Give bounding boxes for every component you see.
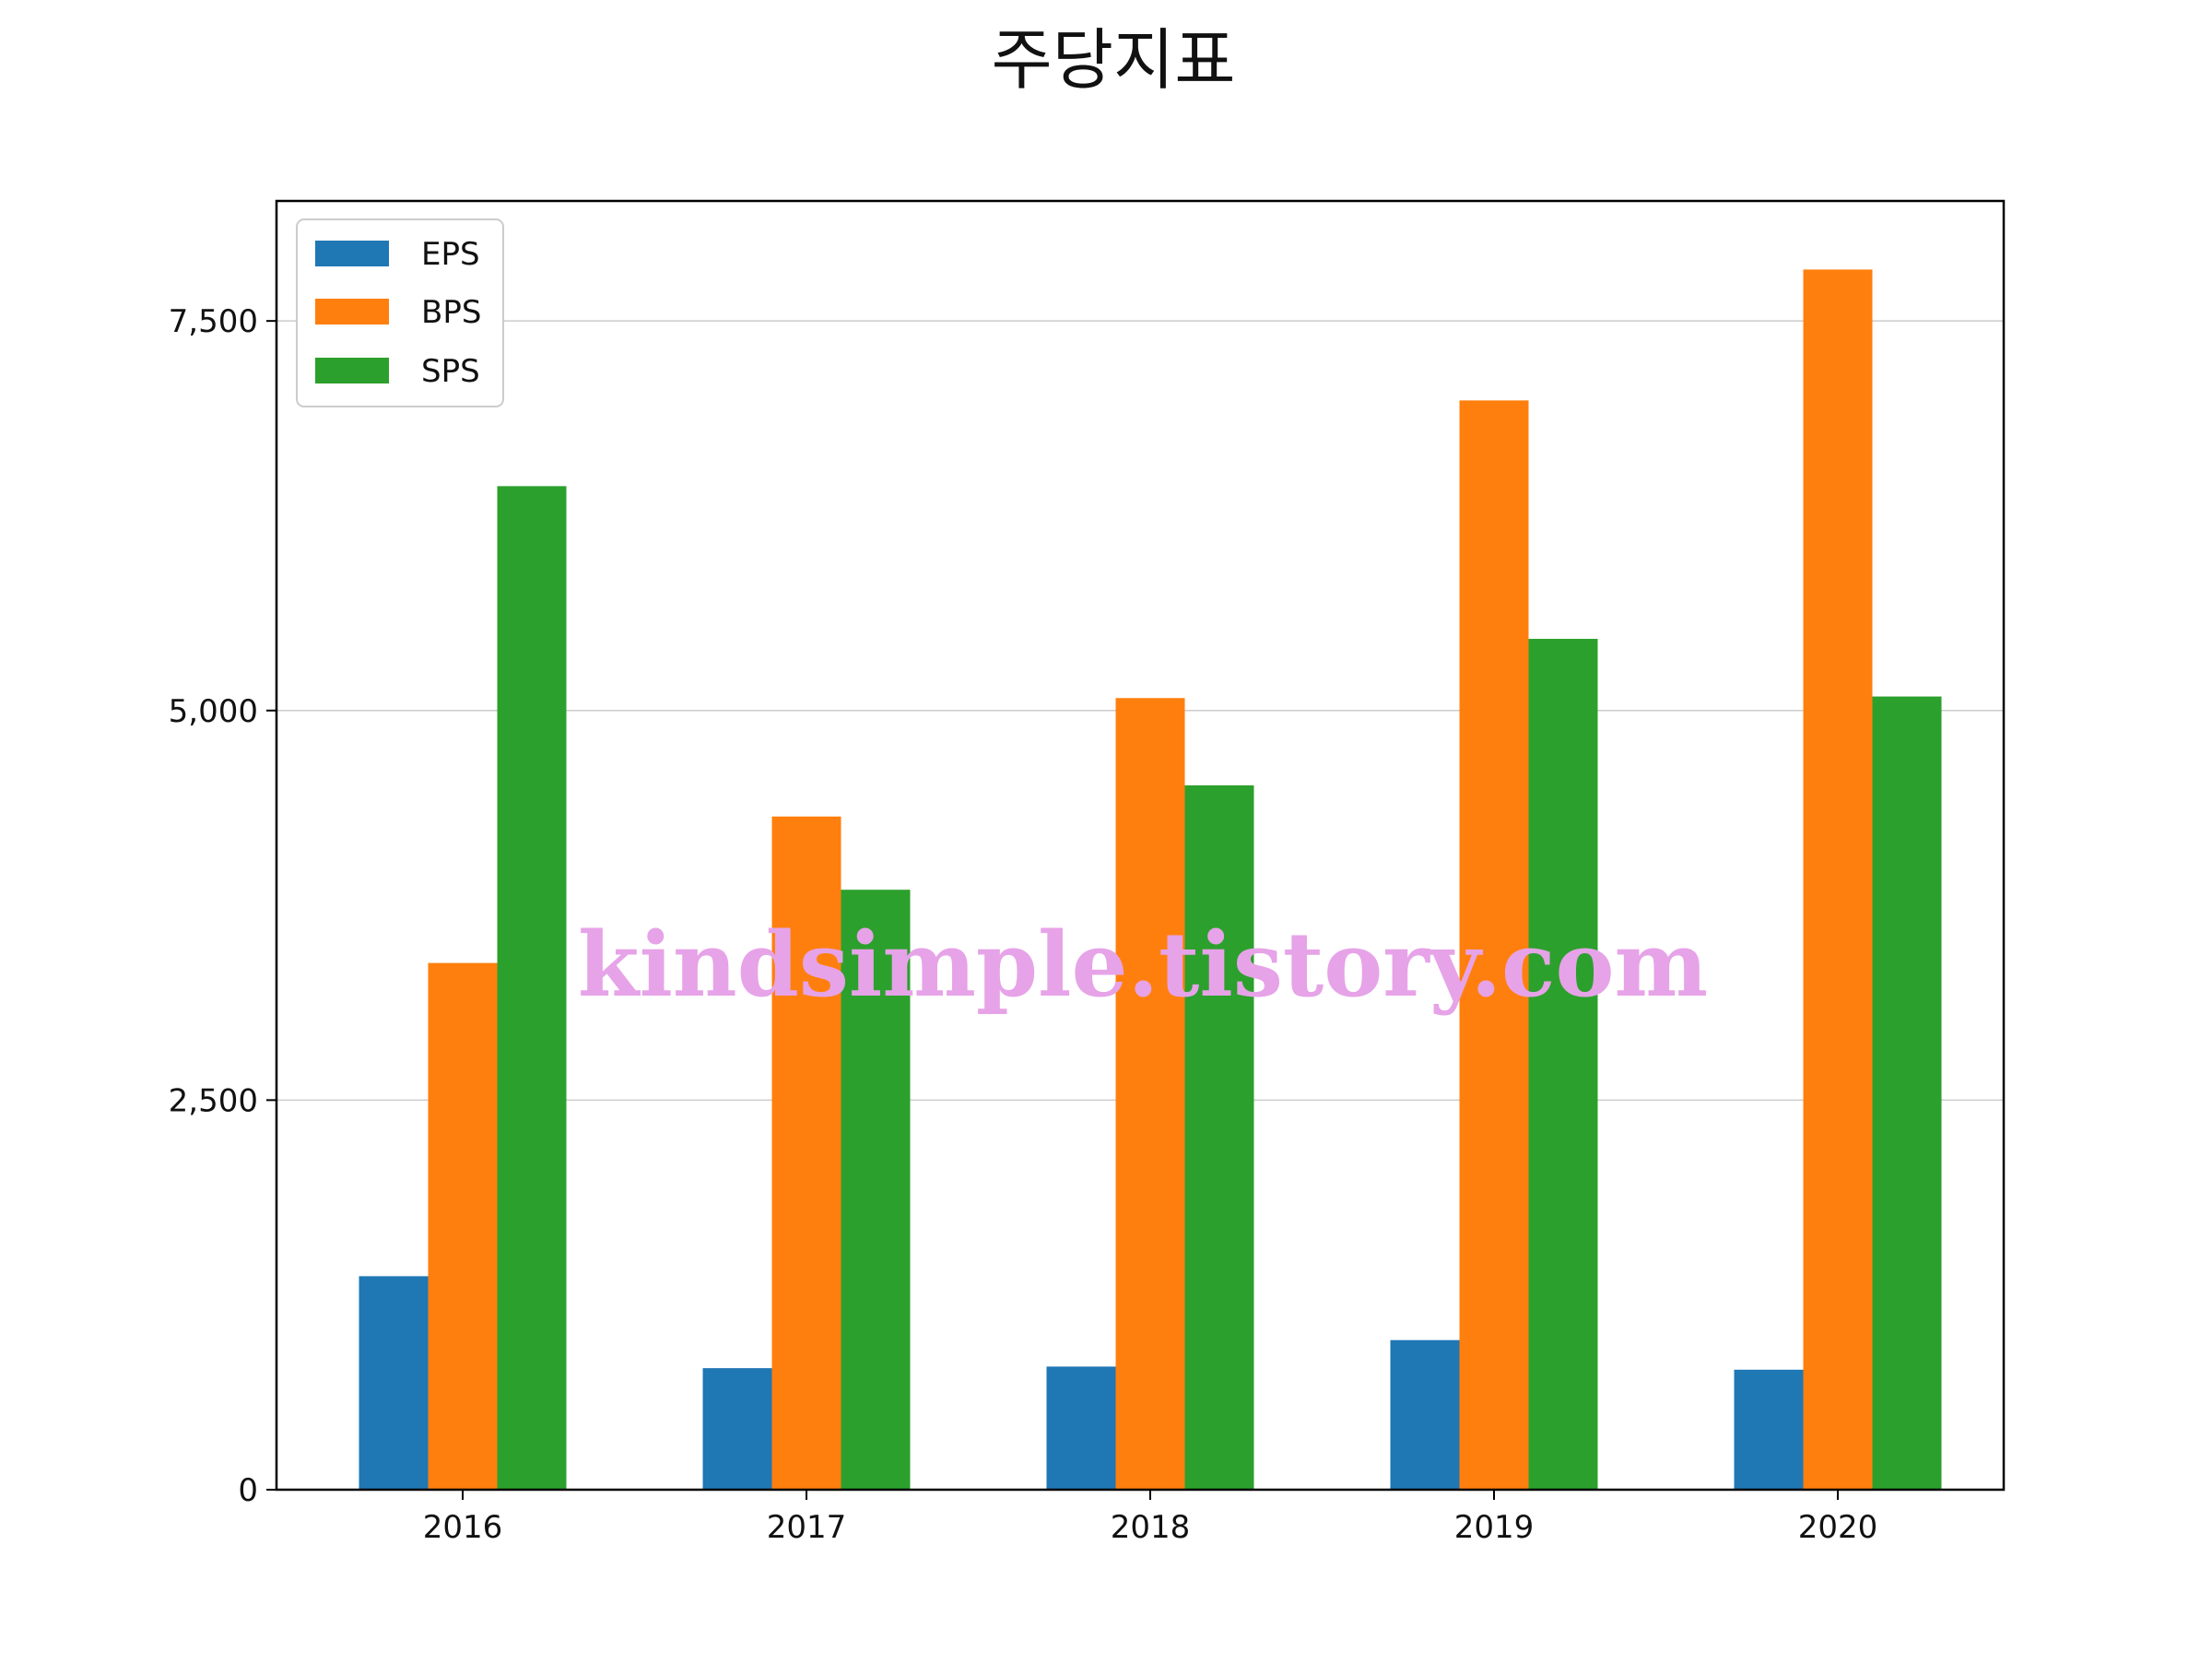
chart-title: 주당지표	[992, 21, 1236, 99]
y-tick-label: 5,000	[169, 693, 258, 730]
bars	[359, 269, 1942, 1491]
y-tick-label: 7,500	[169, 303, 258, 340]
bar-eps-2020	[1734, 1369, 1804, 1490]
plot-frame	[275, 199, 2006, 1492]
y-tick-label: 0	[238, 1472, 258, 1509]
bar-eps-2019	[1390, 1339, 1460, 1490]
x-tick-label: 2016	[423, 1509, 503, 1546]
legend-swatch-sps	[315, 358, 389, 383]
x-axis: 2016 2017 2018 2019 2020	[423, 1490, 1878, 1546]
x-tick-label: 2018	[1111, 1509, 1191, 1546]
bar-bps-2017	[771, 816, 841, 1490]
legend-swatch-bps	[315, 299, 389, 324]
bar-eps-2018	[1046, 1366, 1116, 1490]
bar-bps-2019	[1459, 400, 1529, 1491]
x-tick-label: 2019	[1454, 1509, 1535, 1546]
bar-sps-2016	[497, 486, 567, 1491]
legend-label-bps: BPS	[421, 294, 481, 331]
bar-eps-2016	[359, 1276, 429, 1490]
bar-eps-2017	[702, 1368, 772, 1490]
watermark-text: kindsimple.tistory.com	[578, 913, 1708, 1017]
y-axis: 0 2,500 5,000 7,500	[169, 303, 276, 1509]
legend-label-eps: EPS	[421, 236, 480, 273]
bar-bps-2020	[1803, 269, 1873, 1491]
bar-bps-2018	[1115, 698, 1185, 1490]
bar-sps-2019	[1528, 639, 1598, 1490]
legend-label-sps: SPS	[421, 353, 480, 390]
legend-swatch-eps	[315, 241, 389, 266]
y-tick-label: 2,500	[169, 1082, 258, 1119]
bar-sps-2018	[1184, 784, 1254, 1490]
bar-bps-2016	[428, 962, 498, 1490]
bar-sps-2017	[841, 890, 911, 1490]
x-tick-label: 2020	[1798, 1509, 1878, 1546]
bar-sps-2020	[1872, 696, 1942, 1490]
x-tick-label: 2017	[767, 1509, 847, 1546]
legend: EPS BPS SPS	[296, 218, 504, 407]
